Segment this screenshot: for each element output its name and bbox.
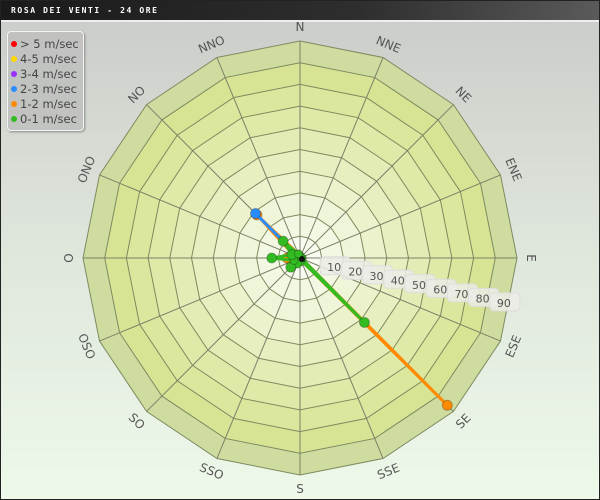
legend-dot-icon bbox=[11, 55, 17, 62]
chart-title: ROSA DEI VENTI - 24 ORE bbox=[11, 6, 159, 15]
data-point[interactable] bbox=[266, 252, 278, 264]
legend-label: 3-4 m/sec bbox=[20, 66, 77, 81]
title-bar: ROSA DEI VENTI - 24 ORE bbox=[1, 1, 599, 22]
spoke-line bbox=[299, 257, 384, 459]
legend-label: 1-2 m/sec bbox=[20, 96, 77, 111]
legend-label: 2-3 m/sec bbox=[20, 81, 77, 96]
spoke-line bbox=[146, 257, 301, 412]
legend-dot-icon bbox=[11, 40, 17, 47]
radial-tick-label: 30 bbox=[370, 270, 384, 283]
spoke-line bbox=[299, 174, 501, 259]
direction-label: E bbox=[524, 254, 538, 262]
data-point[interactable] bbox=[293, 249, 303, 259]
direction-label: NNO bbox=[196, 33, 227, 56]
spoke-line bbox=[299, 104, 454, 259]
radial-tick-label: 20 bbox=[348, 265, 362, 278]
legend-item[interactable]: > 5 m/sec bbox=[11, 36, 83, 51]
direction-label: SSE bbox=[375, 461, 401, 483]
legend-dot-icon bbox=[11, 115, 17, 122]
spoke-line bbox=[299, 57, 384, 259]
direction-label: O bbox=[62, 253, 76, 262]
direction-label: SO bbox=[126, 410, 148, 432]
legend-item[interactable]: 4-5 m/sec bbox=[11, 51, 83, 66]
direction-label: SE bbox=[453, 411, 474, 432]
data-point[interactable] bbox=[358, 316, 370, 328]
spoke-line bbox=[99, 174, 301, 259]
legend-item[interactable]: 3-4 m/sec bbox=[11, 66, 83, 81]
spoke-line bbox=[216, 57, 301, 259]
direction-label: NO bbox=[125, 83, 148, 106]
direction-label: N bbox=[296, 20, 305, 34]
legend-item[interactable]: 0-1 m/sec bbox=[11, 111, 83, 126]
radial-tick-label: 90 bbox=[497, 297, 511, 310]
radial-tick-box bbox=[489, 292, 521, 312]
direction-label: S bbox=[296, 482, 304, 496]
direction-label: ESE bbox=[503, 333, 525, 359]
legend-dot-icon bbox=[11, 100, 17, 107]
data-point[interactable] bbox=[277, 235, 289, 247]
legend: > 5 m/sec 4-5 m/sec 3-4 m/sec 2-3 m/sec 1-2 … bbox=[7, 31, 84, 131]
data-point[interactable] bbox=[250, 208, 262, 220]
radial-tick-label: 70 bbox=[454, 288, 468, 301]
legend-dot-icon bbox=[11, 85, 17, 92]
direction-label: OSO bbox=[75, 331, 98, 361]
radial-tick-label: 40 bbox=[391, 274, 405, 287]
spoke-line bbox=[216, 257, 301, 459]
direction-label: ENE bbox=[502, 156, 524, 184]
direction-label: ONO bbox=[75, 154, 99, 185]
direction-label: NE bbox=[453, 84, 475, 106]
radial-tick-label: 80 bbox=[476, 292, 490, 305]
legend-label: 0-1 m/sec bbox=[20, 111, 77, 126]
radial-tick-label: 50 bbox=[412, 279, 426, 292]
legend-label: > 5 m/sec bbox=[20, 36, 79, 51]
legend-dot-icon bbox=[11, 70, 17, 77]
spoke-line bbox=[99, 257, 301, 342]
legend-item[interactable]: 1-2 m/sec bbox=[11, 96, 83, 111]
legend-item[interactable]: 2-3 m/sec bbox=[11, 81, 83, 96]
legend-label: 4-5 m/sec bbox=[20, 51, 77, 66]
direction-label: SSO bbox=[198, 460, 226, 482]
radial-tick-label: 10 bbox=[327, 261, 341, 274]
direction-label: NNE bbox=[374, 33, 403, 56]
center-point bbox=[299, 256, 305, 262]
data-point[interactable] bbox=[441, 399, 453, 411]
radial-tick-label: 60 bbox=[433, 283, 447, 296]
